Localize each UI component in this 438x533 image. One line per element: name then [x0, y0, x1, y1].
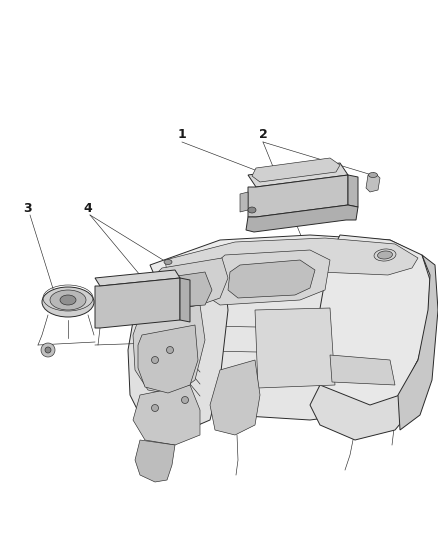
- Text: 2: 2: [258, 128, 267, 141]
- Polygon shape: [135, 440, 175, 482]
- Circle shape: [181, 397, 188, 403]
- Polygon shape: [133, 385, 200, 445]
- Ellipse shape: [50, 290, 86, 310]
- Polygon shape: [228, 260, 315, 298]
- Circle shape: [166, 346, 173, 353]
- Polygon shape: [398, 255, 438, 430]
- Polygon shape: [205, 250, 330, 305]
- Ellipse shape: [374, 249, 396, 261]
- Circle shape: [152, 357, 159, 364]
- Circle shape: [152, 405, 159, 411]
- Polygon shape: [252, 158, 340, 182]
- Polygon shape: [210, 360, 260, 435]
- Ellipse shape: [248, 207, 256, 213]
- Circle shape: [45, 347, 51, 353]
- Polygon shape: [315, 235, 430, 410]
- Ellipse shape: [368, 173, 378, 177]
- Polygon shape: [150, 258, 228, 310]
- Polygon shape: [95, 278, 180, 328]
- Polygon shape: [150, 235, 420, 300]
- Polygon shape: [366, 174, 380, 192]
- Polygon shape: [155, 272, 212, 308]
- Polygon shape: [330, 355, 395, 385]
- Polygon shape: [128, 282, 228, 435]
- Ellipse shape: [42, 287, 94, 317]
- Text: 3: 3: [24, 201, 32, 214]
- Polygon shape: [180, 278, 190, 322]
- Polygon shape: [148, 280, 415, 420]
- Polygon shape: [255, 308, 335, 388]
- Polygon shape: [95, 270, 180, 286]
- Polygon shape: [240, 192, 248, 212]
- Text: 4: 4: [84, 201, 92, 214]
- Ellipse shape: [378, 251, 392, 259]
- Polygon shape: [348, 175, 358, 207]
- Polygon shape: [248, 163, 348, 187]
- Text: 1: 1: [178, 128, 187, 141]
- Polygon shape: [248, 175, 348, 217]
- Polygon shape: [138, 325, 198, 393]
- Polygon shape: [246, 205, 358, 232]
- Ellipse shape: [164, 260, 172, 264]
- Polygon shape: [310, 360, 420, 440]
- Ellipse shape: [60, 295, 76, 305]
- Polygon shape: [133, 305, 205, 395]
- Polygon shape: [165, 238, 418, 278]
- Circle shape: [41, 343, 55, 357]
